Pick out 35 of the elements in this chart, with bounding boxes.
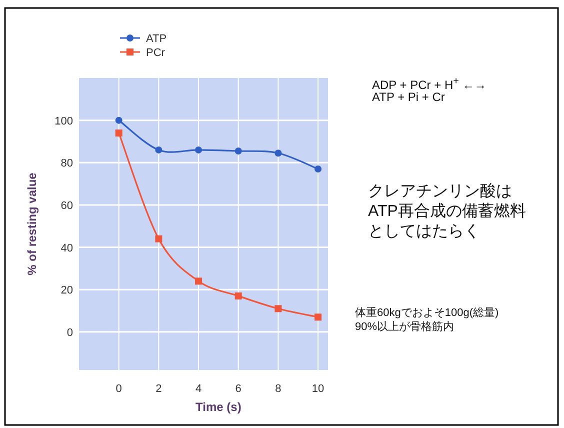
y-tick-label: 40 [60,242,73,254]
point [314,165,322,172]
x-tick-label: 6 [235,383,242,395]
y-tick-label: 60 [60,200,73,212]
point [274,150,282,157]
y-tick-label: 100 [54,115,73,128]
point [314,314,322,321]
text: クレアチンリン酸は [368,182,512,202]
y-tick-label: 0 [66,326,73,339]
x-tick-label: 10 [312,383,324,395]
point [195,146,202,154]
text: ATP再合成の備蓄燃料 [368,202,526,222]
point [115,130,122,137]
legend-label: PCr [146,47,166,59]
text: ATP + Pi + Cr [372,90,445,104]
text: ADP + PCr + H$^{+}$ ←→ [372,76,486,92]
y-axis-title: % of resting value [25,172,39,276]
y-tick-label: 20 [60,284,73,297]
y-tick-label: 80 [60,158,73,170]
point [274,305,282,312]
point [234,292,242,300]
point [155,146,162,154]
point [155,235,162,242]
point [195,278,202,285]
legend-label: ATP [146,33,167,45]
x-axis-title: Time (s) [196,400,242,414]
x-tick-label: 4 [195,383,202,395]
point [115,116,122,124]
x-tick-label: 2 [156,383,162,395]
point [234,148,242,154]
text: 体重60kgでおよそ100g(総量) [355,306,499,320]
x-tick-label: 8 [275,383,282,395]
x-tick-label: 0 [116,383,122,395]
text: 90%以上が骨格筋内 [355,320,454,334]
text: としてはたらく [368,222,480,242]
